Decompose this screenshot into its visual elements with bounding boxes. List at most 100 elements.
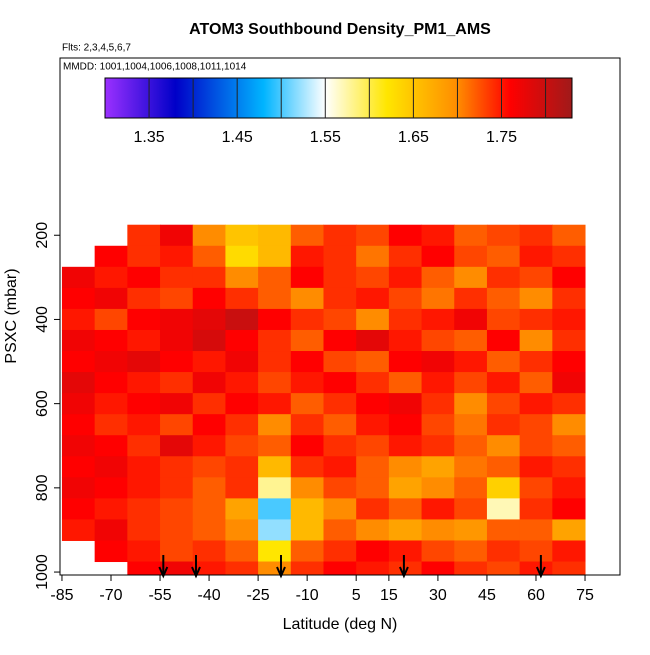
heat-cell: [258, 224, 292, 247]
heat-cell: [486, 456, 521, 478]
y-axis-label: PSXC (mbar): [3, 268, 20, 363]
heat-cell: [454, 351, 488, 373]
heat-cell: [454, 245, 488, 268]
subtitle: Flts: 2,3,4,5,6,7: [62, 43, 131, 54]
heat-cell: [388, 498, 423, 520]
heat-cell: [552, 308, 586, 331]
heat-cell: [192, 287, 226, 310]
heat-cell: [552, 561, 586, 575]
heat-cell: [192, 519, 226, 541]
y-tick-label: 1000: [34, 554, 51, 590]
y-tick-label: 400: [34, 306, 51, 333]
x-tick-label: -70: [99, 587, 122, 604]
heat-cell: [290, 498, 324, 520]
heat-cell: [486, 266, 521, 289]
heat-cell: [258, 372, 292, 394]
heat-cell: [486, 329, 521, 352]
heat-cell: [323, 351, 357, 373]
heat-cell: [127, 414, 161, 436]
heat-cell: [160, 414, 194, 436]
heat-cell: [225, 477, 259, 499]
heat-cell: [388, 456, 423, 478]
heat-cell: [290, 561, 324, 575]
heat-cell: [127, 519, 161, 541]
heat-cell: [94, 435, 128, 457]
heat-cell: [290, 224, 324, 247]
heat-cell: [160, 224, 194, 247]
heat-cell: [323, 435, 357, 457]
heat-cell: [258, 329, 292, 352]
heat-cell: [225, 561, 259, 575]
heat-cell: [225, 224, 259, 247]
heat-cell: [160, 540, 194, 563]
heat-cell: [552, 245, 586, 268]
heat-cell: [519, 351, 553, 373]
heat-cell: [421, 329, 455, 352]
heat-cell: [356, 372, 390, 394]
heat-cell: [225, 393, 259, 415]
heat-cell: [160, 245, 194, 268]
heat-cell: [127, 329, 161, 352]
heat-cell: [61, 456, 96, 478]
heat-cell: [160, 393, 194, 415]
x-tick-label: -55: [148, 587, 171, 604]
heat-cell: [519, 540, 553, 563]
heat-cell: [519, 498, 553, 520]
heat-cell: [192, 372, 226, 394]
heat-cell: [356, 540, 390, 563]
heat-cell: [356, 414, 390, 436]
heat-cell: [421, 435, 455, 457]
heat-cell: [290, 414, 324, 436]
heat-cell: [454, 561, 488, 575]
heat-cell: [61, 372, 96, 394]
heat-cell: [388, 393, 423, 415]
heat-cell: [552, 414, 586, 436]
heat-cell: [519, 414, 553, 436]
heat-cell: [519, 561, 553, 575]
heat-cell: [290, 540, 324, 563]
heat-cell: [94, 329, 128, 352]
heat-cell: [94, 372, 128, 394]
heat-cell: [486, 351, 521, 373]
heat-cell: [552, 329, 586, 352]
y-tick-label: 200: [34, 222, 51, 249]
heat-cell: [323, 456, 357, 478]
heat-cell: [388, 519, 423, 541]
heat-cell: [356, 351, 390, 373]
heat-cell: [258, 351, 292, 373]
heat-cell: [356, 435, 390, 457]
heat-cell: [519, 287, 553, 310]
heat-cell: [127, 393, 161, 415]
heat-cell: [225, 414, 259, 436]
heat-cell: [258, 456, 292, 478]
heat-cell: [519, 266, 553, 289]
heat-cell: [323, 519, 357, 541]
colorbar-tick-label: 1.65: [398, 129, 429, 146]
heat-cell: [356, 498, 390, 520]
heat-cell: [454, 414, 488, 436]
heat-cell: [356, 456, 390, 478]
arrow-head: [535, 566, 546, 579]
heat-cell: [486, 540, 521, 563]
heat-cell: [192, 540, 226, 563]
heat-cell: [127, 308, 161, 331]
heat-cell: [192, 498, 226, 520]
x-tick-label: -85: [50, 587, 73, 604]
heat-cell: [356, 519, 390, 541]
heat-cell: [519, 519, 553, 541]
heat-cell: [552, 498, 586, 520]
heat-cell: [552, 540, 586, 563]
heat-cell: [421, 456, 455, 478]
heat-cell: [454, 435, 488, 457]
colorbar-tick-label: 1.35: [133, 129, 164, 146]
heat-cell: [388, 561, 423, 575]
heat-cell: [258, 266, 292, 289]
heat-cell: [225, 456, 259, 478]
heat-cell: [61, 414, 96, 436]
heat-cell: [290, 519, 324, 541]
x-tick-label: -40: [198, 587, 221, 604]
heat-cell: [290, 435, 324, 457]
heat-cell: [421, 519, 455, 541]
heat-cell: [388, 224, 423, 247]
heat-cell: [225, 266, 259, 289]
